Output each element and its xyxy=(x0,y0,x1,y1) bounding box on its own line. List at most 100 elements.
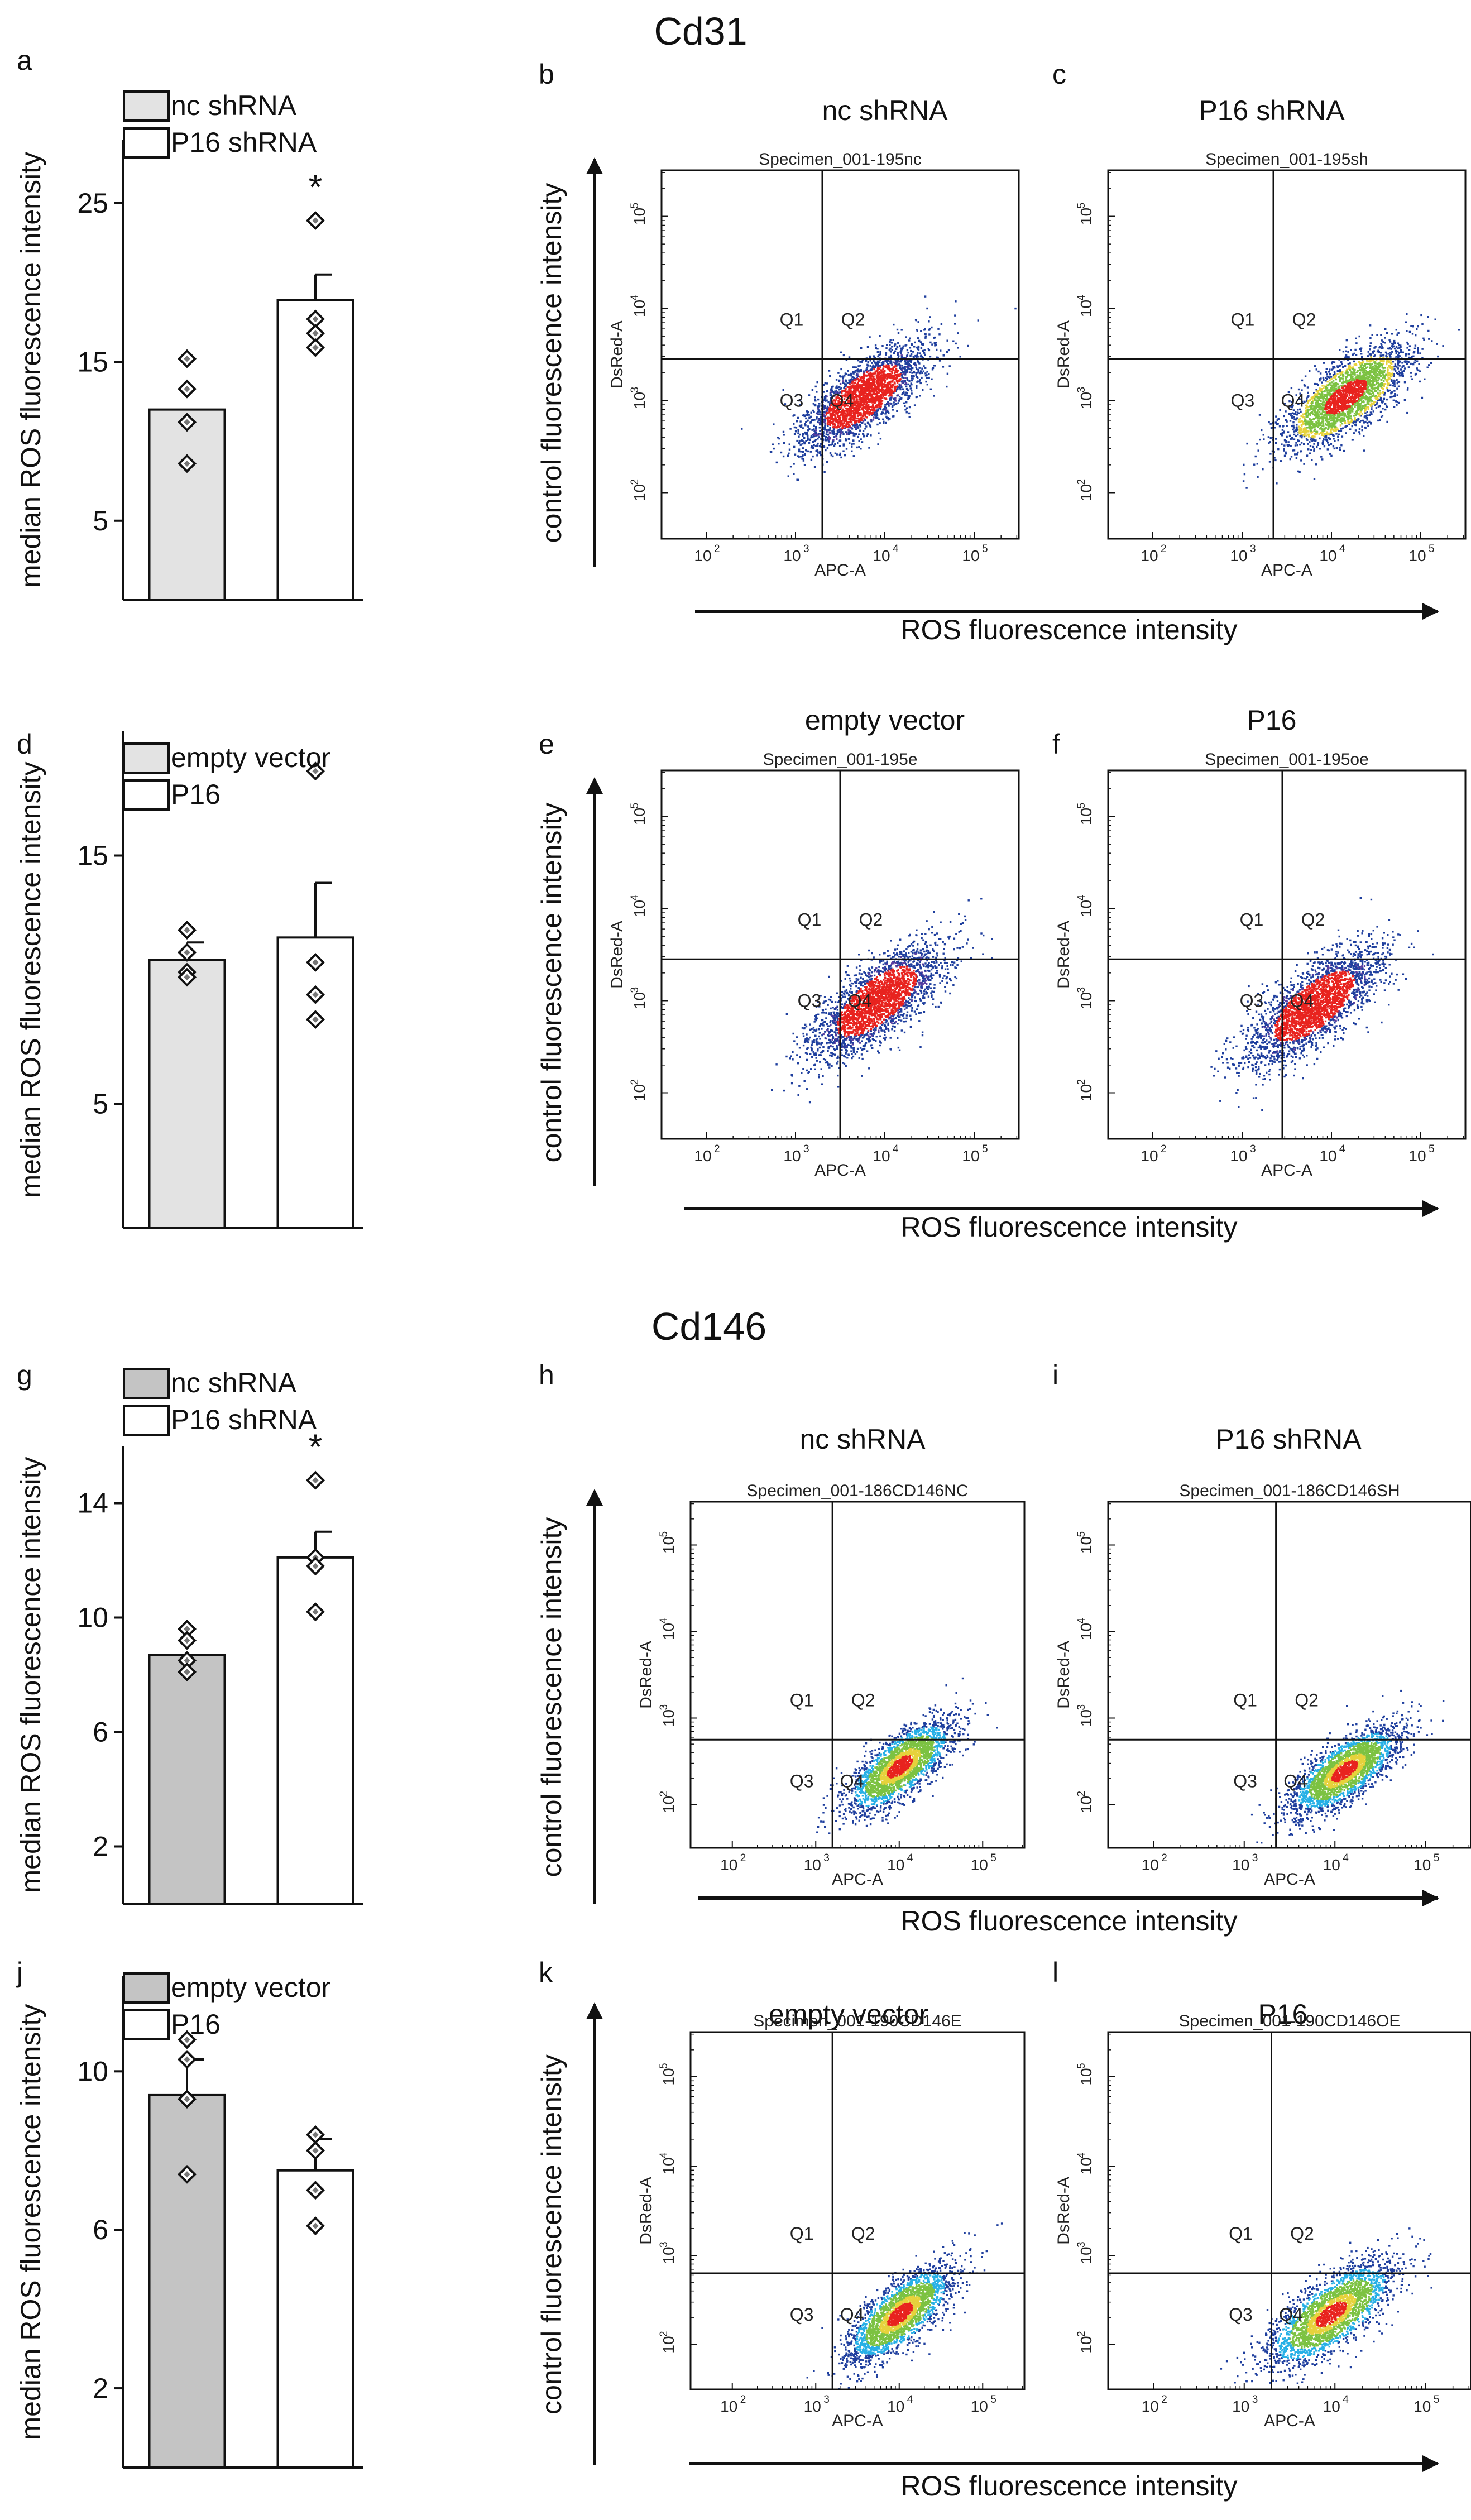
event-dot xyxy=(1276,482,1277,484)
event-dot xyxy=(899,398,900,400)
event-dot xyxy=(865,375,867,377)
event-dot xyxy=(1393,390,1395,391)
event-dot xyxy=(820,454,821,456)
event-dot xyxy=(1346,339,1348,341)
event-dot xyxy=(906,411,908,413)
event-dot xyxy=(837,425,839,427)
event-dot xyxy=(826,396,827,397)
event-dot xyxy=(1323,397,1325,399)
event-dot xyxy=(893,324,894,325)
event-dot xyxy=(813,419,815,420)
event-dot xyxy=(1383,398,1385,400)
event-dot xyxy=(1269,453,1271,454)
event-dot xyxy=(875,405,877,406)
event-dot xyxy=(1342,366,1344,368)
event-dot xyxy=(1409,345,1411,347)
event-dot xyxy=(893,352,895,354)
event-dot xyxy=(1410,372,1412,373)
event-dot xyxy=(1411,379,1413,380)
event-dot xyxy=(860,370,862,372)
event-dot xyxy=(1328,444,1330,446)
event-dot xyxy=(1364,388,1366,390)
event-dot xyxy=(849,356,850,358)
event-dot xyxy=(860,365,861,366)
event-dot xyxy=(889,370,890,371)
event-dot xyxy=(815,439,817,440)
panel-letter: c xyxy=(1052,59,1066,90)
event-dot xyxy=(1325,427,1326,429)
event-dot xyxy=(1315,463,1317,465)
event-dot xyxy=(917,348,918,350)
event-dot xyxy=(911,375,913,377)
event-dot xyxy=(904,377,906,379)
event-dot xyxy=(1364,415,1365,417)
event-dot xyxy=(1367,373,1369,375)
event-dot xyxy=(1359,363,1361,365)
event-dot xyxy=(926,377,928,379)
event-dot xyxy=(863,418,865,419)
event-dot xyxy=(874,414,876,416)
event-dot xyxy=(952,341,954,342)
event-dot xyxy=(897,329,898,330)
event-dot xyxy=(798,449,800,451)
event-dot xyxy=(1297,471,1299,472)
event-dot xyxy=(1389,396,1391,398)
event-dot xyxy=(938,333,940,335)
event-dot xyxy=(770,451,772,453)
event-dot xyxy=(783,456,784,457)
event-dot xyxy=(955,300,956,302)
event-dot xyxy=(1339,447,1340,448)
event-dot xyxy=(1283,430,1285,432)
event-dot xyxy=(1316,411,1318,413)
event-dot xyxy=(897,385,898,387)
event-dot xyxy=(1458,329,1460,330)
event-dot xyxy=(1323,399,1324,400)
event-dot xyxy=(899,367,901,369)
event-dot xyxy=(858,399,860,400)
x-decade-base: 10 xyxy=(962,547,979,564)
event-dot xyxy=(1376,370,1378,372)
event-dot xyxy=(1328,371,1330,372)
event-dot xyxy=(910,368,912,370)
event-dot xyxy=(1325,388,1327,390)
event-dot xyxy=(1329,414,1330,415)
event-dot xyxy=(908,380,910,382)
event-dot xyxy=(828,417,830,419)
event-dot xyxy=(895,368,897,370)
event-dot xyxy=(885,422,887,424)
event-dot xyxy=(1404,399,1406,401)
event-dot xyxy=(1373,385,1375,386)
event-dot xyxy=(798,451,800,452)
event-dot xyxy=(1335,379,1337,380)
event-dot xyxy=(1339,349,1340,351)
event-dot xyxy=(894,381,895,383)
event-dot xyxy=(1360,366,1362,368)
event-dot xyxy=(802,443,803,444)
event-dot xyxy=(808,394,810,396)
event-dot xyxy=(1362,413,1363,415)
event-dot xyxy=(924,337,926,339)
event-dot xyxy=(856,396,857,398)
event-dot xyxy=(1378,372,1379,373)
event-dot xyxy=(1321,389,1323,390)
event-dot xyxy=(898,332,899,334)
event-dot xyxy=(1377,420,1379,421)
event-dot xyxy=(823,471,825,473)
event-dot xyxy=(1360,420,1362,421)
y-channel-label: DsRed-A xyxy=(608,320,626,389)
event-dot xyxy=(868,424,870,425)
significance-mark: * xyxy=(309,167,323,207)
event-dot xyxy=(1417,325,1419,327)
event-dot xyxy=(1309,434,1310,435)
event-dot xyxy=(898,357,899,358)
event-dot xyxy=(934,342,936,344)
event-dot xyxy=(799,434,801,435)
event-dot xyxy=(810,451,812,452)
event-dot xyxy=(833,436,835,438)
event-dot xyxy=(857,378,859,380)
event-dot xyxy=(1291,437,1293,438)
event-dot xyxy=(1275,438,1277,439)
event-dot xyxy=(1321,434,1323,436)
event-dot xyxy=(836,387,838,389)
event-dot xyxy=(1315,421,1317,423)
